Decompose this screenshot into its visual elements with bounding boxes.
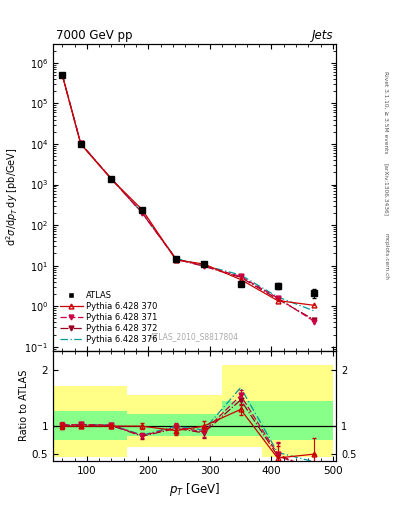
Bar: [158, 395, 188, 447]
Bar: [188, 414, 222, 436]
Bar: [296, 401, 333, 440]
X-axis label: $p_T$ [GeV]: $p_T$ [GeV]: [169, 481, 220, 498]
Bar: [72, 386, 99, 457]
Y-axis label: Ratio to ATLAS: Ratio to ATLAS: [19, 370, 29, 441]
Bar: [222, 401, 262, 436]
Bar: [127, 395, 158, 447]
Text: Jets: Jets: [312, 29, 333, 42]
Text: 7000 GeV pp: 7000 GeV pp: [56, 29, 132, 42]
Bar: [53, 386, 72, 457]
Bar: [262, 365, 296, 457]
Text: ATLAS_2010_S8817804: ATLAS_2010_S8817804: [150, 332, 239, 342]
Y-axis label: $\mathrm{d}^2\sigma/\mathrm{d}p_T\,\mathrm{d}y$ [pb/GeV]: $\mathrm{d}^2\sigma/\mathrm{d}p_T\,\math…: [4, 148, 20, 246]
Bar: [127, 414, 158, 436]
Bar: [99, 411, 127, 440]
Bar: [99, 386, 127, 457]
Bar: [72, 411, 99, 440]
Bar: [222, 365, 262, 447]
Text: mcplots.cern.ch: mcplots.cern.ch: [383, 232, 388, 280]
Bar: [158, 414, 188, 436]
Bar: [262, 401, 296, 440]
Legend: ATLAS, Pythia 6.428 370, Pythia 6.428 371, Pythia 6.428 372, Pythia 6.428 376: ATLAS, Pythia 6.428 370, Pythia 6.428 37…: [57, 288, 160, 347]
Text: Rivet 3.1.10, ≥ 3.5M events: Rivet 3.1.10, ≥ 3.5M events: [383, 71, 388, 154]
Text: [arXiv:1306.3436]: [arXiv:1306.3436]: [383, 163, 388, 216]
Bar: [53, 411, 72, 440]
Bar: [188, 395, 222, 447]
Bar: [296, 365, 333, 457]
